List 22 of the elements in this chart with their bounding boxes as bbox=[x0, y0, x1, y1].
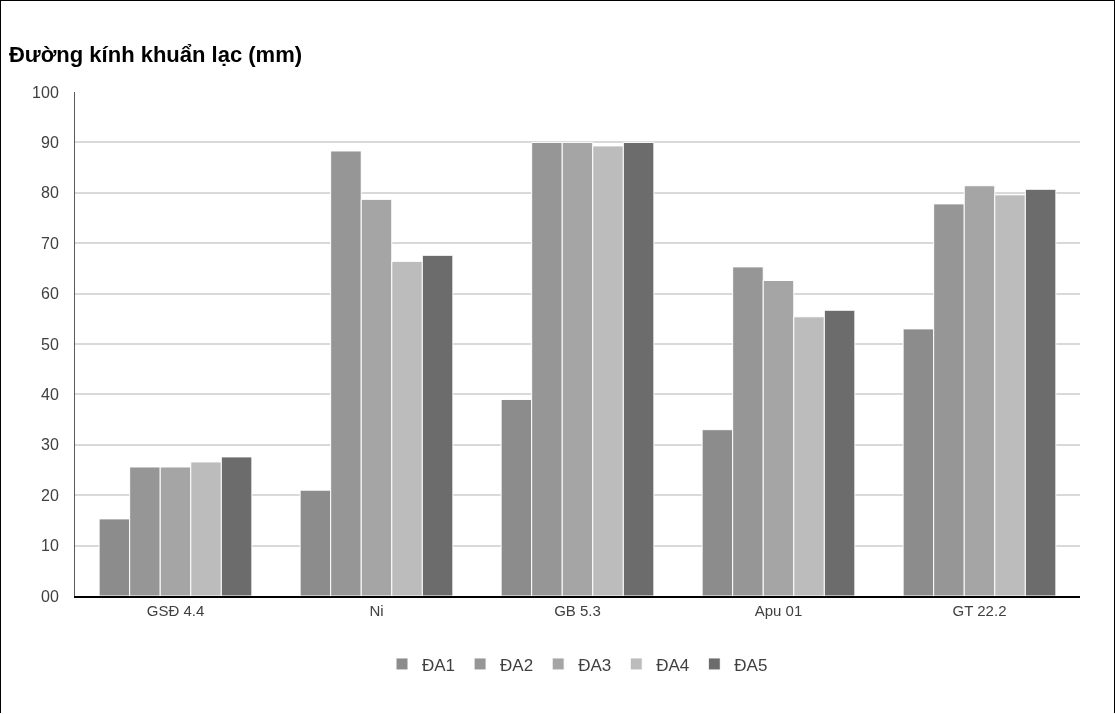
y-tick-label: 70 bbox=[41, 234, 59, 252]
x-tick-label: Apu 01 bbox=[754, 602, 803, 619]
x-tick-label: GB 5.3 bbox=[554, 602, 601, 619]
chart-title: Đường kính khuẩn lạc (mm) bbox=[8, 41, 303, 67]
x-tick-label: GSĐ 4.4 bbox=[146, 602, 205, 619]
y-tick-label: 20 bbox=[41, 486, 59, 504]
y-tick-label: 90 bbox=[41, 134, 59, 151]
x-tick-label: GT 22.2 bbox=[952, 602, 1007, 619]
y-tick-label: 50 bbox=[41, 335, 59, 353]
y-tick-label: 30 bbox=[41, 436, 59, 454]
legend-label: ĐA1 bbox=[422, 655, 456, 675]
legend-label: ĐA3 bbox=[578, 655, 612, 675]
legend-label: ĐA4 bbox=[656, 655, 690, 675]
y-tick-label: 80 bbox=[41, 184, 59, 202]
legend-label: ĐA5 bbox=[734, 655, 768, 675]
y-tick-label: 100 bbox=[32, 83, 59, 101]
legend-label: ĐA2 bbox=[500, 655, 534, 675]
y-tick-label: 40 bbox=[41, 386, 59, 403]
y-tick-label: 60 bbox=[41, 285, 59, 303]
x-tick-label: Ni bbox=[369, 602, 384, 619]
y-tick-label: 10 bbox=[41, 537, 59, 555]
y-tick-label: 00 bbox=[41, 587, 59, 605]
